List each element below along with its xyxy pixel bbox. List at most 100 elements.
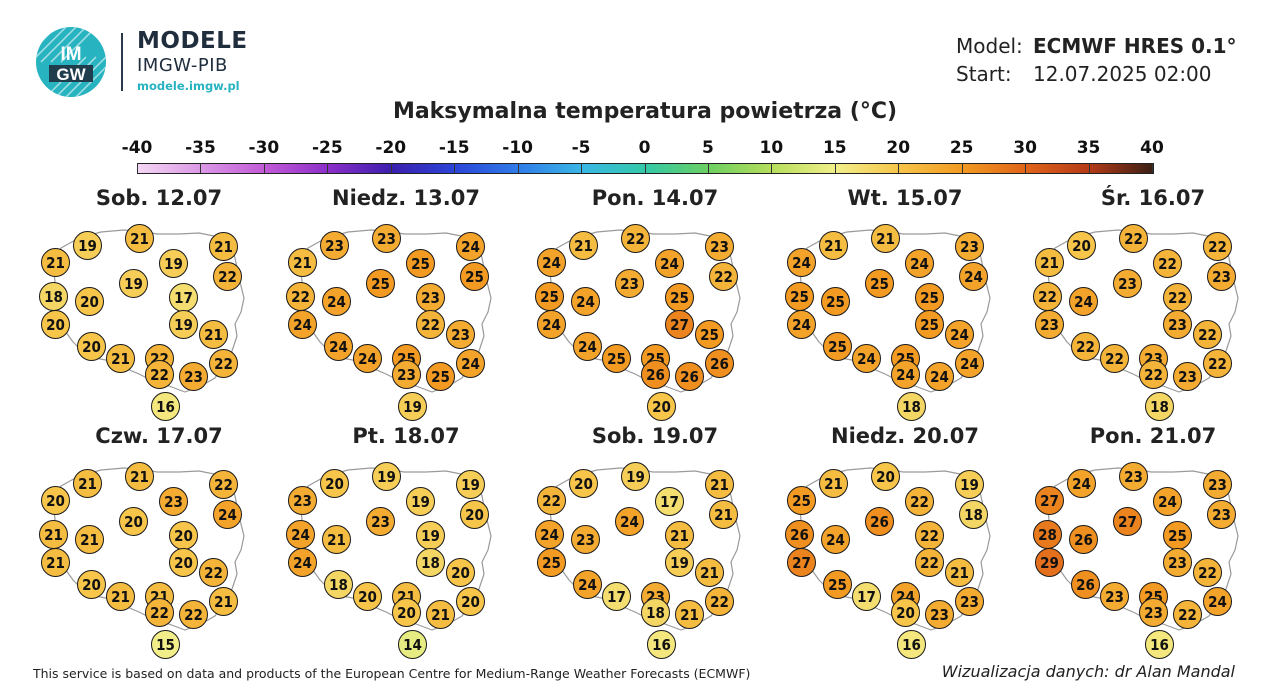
city-temperature-marker: 20: [169, 548, 198, 577]
city-temperature-marker: 24: [787, 248, 816, 277]
city-temperature-marker: 17: [169, 283, 198, 312]
city-temperature-marker: 21: [125, 462, 154, 491]
colorbar-label: -15: [438, 138, 470, 158]
city-temperature-marker: 19: [456, 470, 485, 499]
city-temperature-marker: 26: [675, 362, 704, 391]
city-temperature-marker: 20: [41, 486, 70, 515]
colorbar-tick: [390, 163, 392, 173]
city-temperature-marker: 23: [288, 486, 317, 515]
city-temperature-marker: 19: [73, 231, 102, 260]
city-temperature-marker: 22: [915, 548, 944, 577]
city-temperature-marker: 24: [821, 525, 850, 554]
city-temperature-marker: 19: [398, 392, 427, 421]
city-temperature-marker: 22: [179, 600, 208, 629]
city-temperature-marker: 29: [1035, 548, 1064, 577]
city-temperature-marker: 21: [665, 521, 694, 550]
city-temperature-marker: 20: [460, 500, 489, 529]
colorbar-label: 30: [1013, 138, 1037, 158]
city-temperature-marker: 21: [209, 587, 238, 616]
colorbar-label: -20: [375, 138, 407, 158]
city-temperature-marker: 22: [1203, 232, 1232, 261]
colorbar-label: -10: [502, 138, 533, 158]
colorbar-tick: [581, 163, 583, 173]
city-temperature-marker: 22: [1203, 349, 1232, 378]
colorbar-tick: [1025, 163, 1027, 173]
colorbar-label: 40: [1140, 138, 1164, 158]
city-temperature-marker: 24: [615, 507, 644, 536]
city-temperature-marker: 23: [925, 600, 954, 629]
city-markers: 25 21 20 19 22 18 26 24 26 22 27 22 25 17 21 24 23 20 23 16: [785, 424, 1025, 659]
city-temperature-marker: 16: [647, 630, 676, 659]
city-temperature-marker: 17: [852, 582, 881, 611]
city-temperature-marker: 22: [1139, 360, 1168, 389]
city-temperature-marker: 20: [647, 392, 676, 421]
city-temperature-marker: 20: [891, 598, 920, 627]
city-temperature-marker: 16: [1145, 630, 1174, 659]
city-temperature-marker: 25: [665, 283, 694, 312]
city-temperature-marker: 21: [106, 582, 135, 611]
forecast-panel: Czw. 17.07 20 21 21 22 23 24 21 21 20 20 21 20 20 21 22…: [39, 424, 279, 659]
city-temperature-marker: 23: [1207, 262, 1236, 291]
city-temperature-marker: 21: [945, 558, 974, 587]
footer-credit: Wizualizacja danych: dr Alan Mandal: [941, 662, 1235, 681]
city-temperature-marker: 24: [213, 500, 242, 529]
start-label: Start:: [956, 62, 1012, 86]
city-temperature-marker: 27: [665, 310, 694, 339]
day-label: Pt. 18.07: [352, 424, 460, 448]
city-temperature-marker: 20: [446, 558, 475, 587]
logo-text-gw: GW: [56, 65, 86, 84]
city-temperature-marker: 24: [1153, 487, 1182, 516]
colorbar-tick: [200, 163, 202, 173]
colorbar-label: 15: [822, 138, 847, 158]
colorbar-label: 5: [702, 138, 714, 158]
city-temperature-marker: 21: [75, 525, 104, 554]
city-temperature-marker: 20: [353, 582, 382, 611]
colorbar-label: -35: [185, 138, 216, 158]
map-title: Maksymalna temperatura powietrza (°C): [392, 99, 898, 124]
city-temperature-marker: 19: [621, 462, 650, 491]
city-temperature-marker: 25: [787, 486, 816, 515]
city-temperature-marker: 24: [959, 262, 988, 291]
city-markers: 22 20 19 21 17 21 24 23 24 21 25 19 24 17 21 23 22 18 21 16: [535, 424, 775, 659]
city-temperature-marker: 24: [1069, 287, 1098, 316]
city-temperature-marker: 27: [1035, 486, 1064, 515]
model-value: ECMWF HRES 0.1°: [1033, 34, 1237, 58]
city-temperature-marker: 21: [322, 525, 351, 554]
city-temperature-marker: 24: [537, 310, 566, 339]
city-temperature-marker: 22: [1071, 332, 1100, 361]
city-temperature-marker: 25: [785, 282, 814, 311]
city-temperature-marker: 24: [955, 349, 984, 378]
city-temperature-marker: 25: [537, 548, 566, 577]
city-temperature-marker: 24: [852, 344, 881, 373]
city-temperature-marker: 23: [159, 487, 188, 516]
colorbar-label: -40: [121, 138, 153, 158]
colorbar-label: 10: [759, 138, 784, 158]
city-temperature-marker: 20: [169, 521, 198, 550]
city-temperature-marker: 22: [1193, 320, 1222, 349]
city-temperature-marker: 21: [199, 320, 228, 349]
city-temperature-marker: 24: [456, 349, 485, 378]
city-temperature-marker: 24: [573, 332, 602, 361]
city-temperature-marker: 25: [602, 344, 631, 373]
city-temperature-marker: 22: [209, 349, 238, 378]
logo-text-im: IM: [60, 44, 81, 65]
city-temperature-marker: 26: [1071, 570, 1100, 599]
city-temperature-marker: 22: [416, 310, 445, 339]
city-temperature-marker: 18: [897, 392, 926, 421]
city-temperature-marker: 19: [169, 310, 198, 339]
city-temperature-marker: 24: [571, 287, 600, 316]
colorbar-tick: [1152, 163, 1153, 173]
brand-title: MODELE: [137, 28, 248, 54]
city-temperature-marker: 23: [955, 587, 984, 616]
model-label: Model:: [956, 34, 1023, 58]
colorbar-tick: [771, 163, 773, 173]
city-temperature-marker: 21: [41, 548, 70, 577]
brand-url-link[interactable]: modele.imgw.pl: [137, 79, 240, 93]
city-temperature-marker: 24: [945, 320, 974, 349]
city-temperature-marker: 22: [286, 282, 315, 311]
city-temperature-marker: 18: [1145, 392, 1174, 421]
colorbar-tick: [961, 163, 963, 173]
city-temperature-marker: 22: [1100, 344, 1129, 373]
colorbar-label: -30: [248, 138, 280, 158]
city-temperature-marker: 23: [1119, 462, 1148, 491]
